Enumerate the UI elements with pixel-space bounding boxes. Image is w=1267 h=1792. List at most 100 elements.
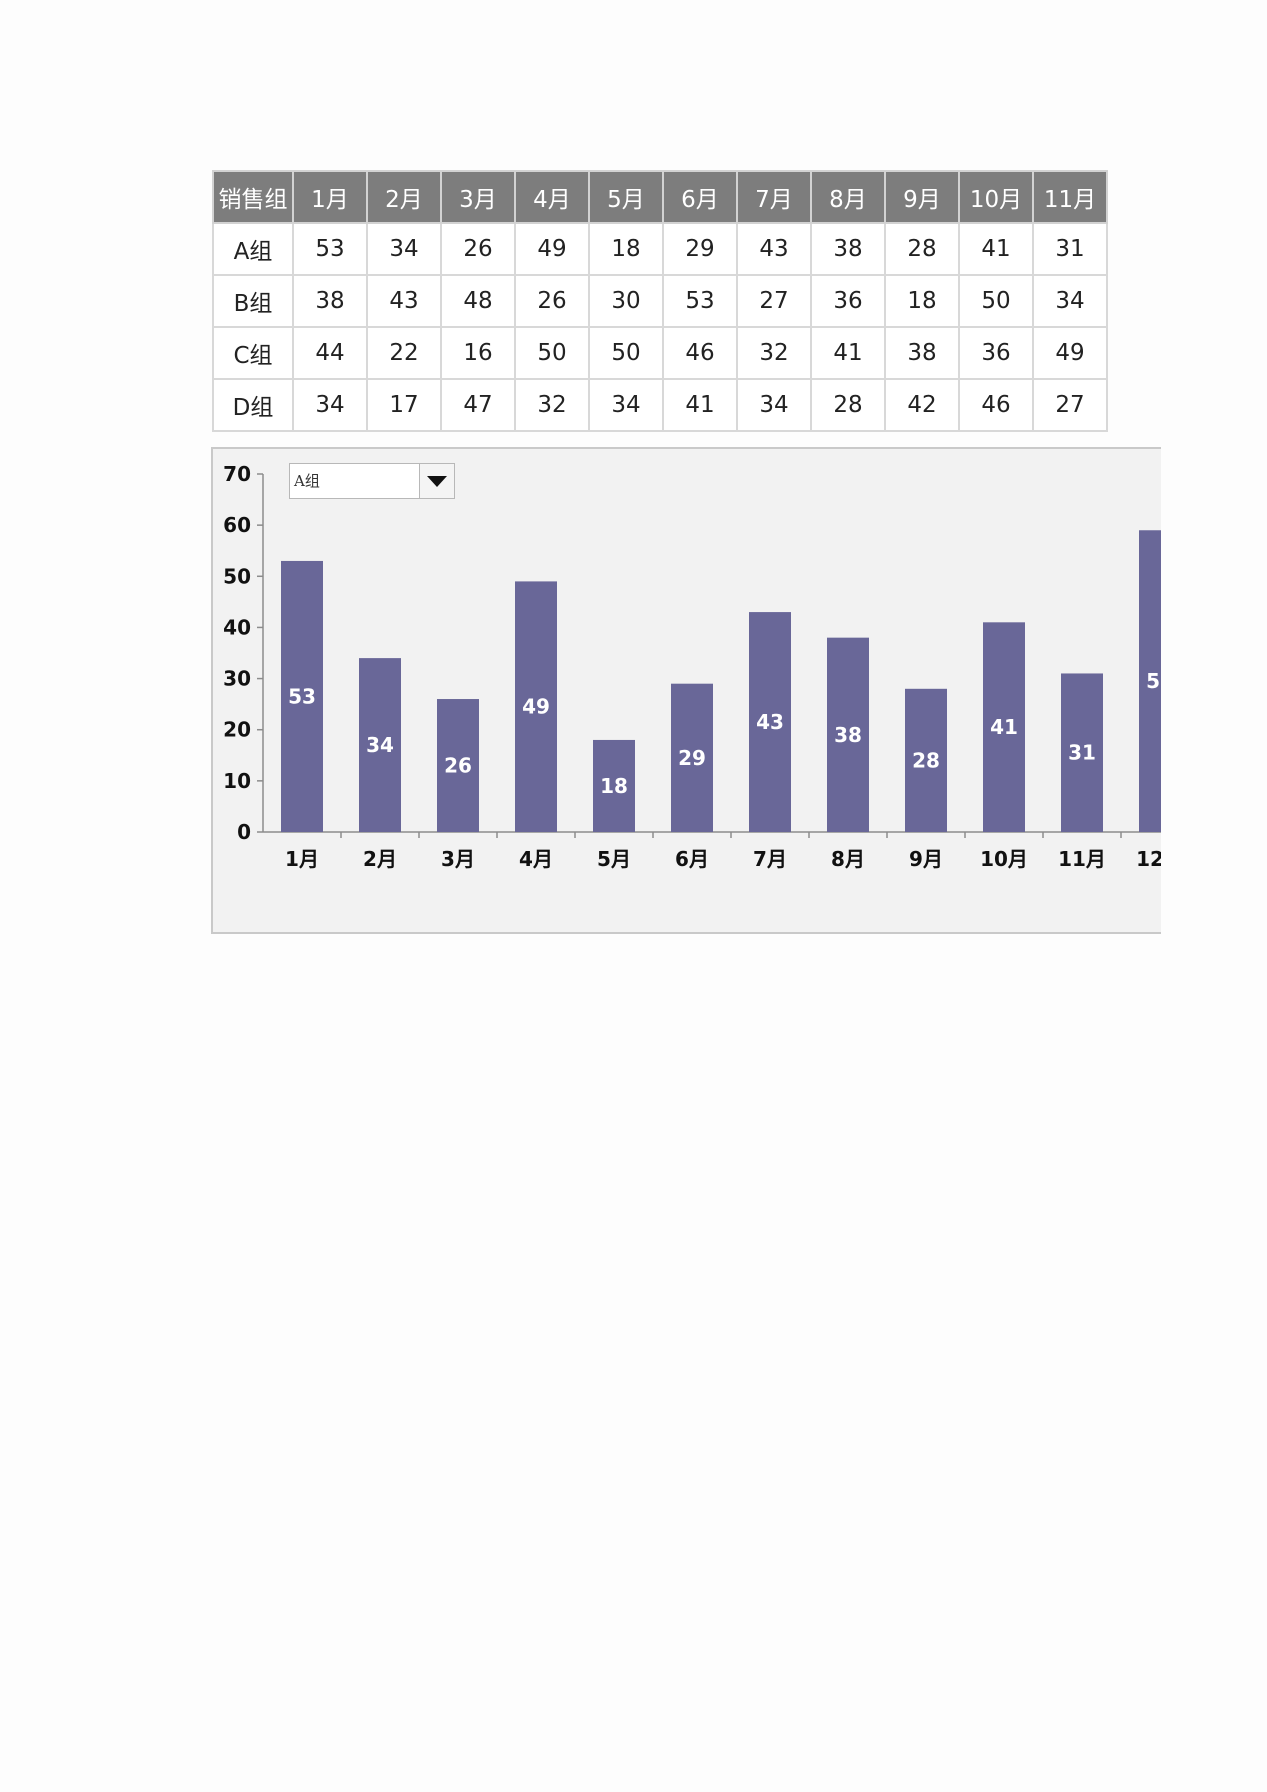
table-cell-value[interactable]: 29 <box>662 222 738 276</box>
table-cell-value[interactable]: 38 <box>884 326 960 380</box>
x-tick-label: 8月 <box>831 847 865 871</box>
table-cell-value[interactable]: 36 <box>958 326 1034 380</box>
bar <box>515 581 557 832</box>
table-header-month[interactable]: 3月 <box>440 170 516 224</box>
y-tick-label: 20 <box>223 718 251 742</box>
bar-data-label: 41 <box>990 715 1018 739</box>
table-cell-value[interactable]: 34 <box>292 378 368 432</box>
table-cell-value[interactable]: 34 <box>1032 274 1108 328</box>
x-tick-label: 1月 <box>285 847 319 871</box>
table-cell-value[interactable]: 48 <box>440 274 516 328</box>
bar-data-label: 29 <box>678 746 706 770</box>
table-cell-value[interactable]: 47 <box>440 378 516 432</box>
table-cell-value[interactable]: 18 <box>884 274 960 328</box>
table-cell-group[interactable]: C组 <box>212 326 294 380</box>
table-cell-value[interactable]: 44 <box>292 326 368 380</box>
table-header-row: 销售组 1月 2月 3月 4月 5月 6月 7月 8月 9月 10月 11月 <box>212 170 1108 224</box>
table-cell-value[interactable]: 41 <box>958 222 1034 276</box>
bar <box>359 658 401 832</box>
group-dropdown-button[interactable] <box>419 464 454 498</box>
table-cell-value[interactable]: 34 <box>588 378 664 432</box>
table-cell-value[interactable]: 16 <box>440 326 516 380</box>
table-cell-value[interactable]: 41 <box>662 378 738 432</box>
y-tick-label: 40 <box>223 615 251 639</box>
table-cell-value[interactable]: 27 <box>736 274 812 328</box>
table-cell-value[interactable]: 26 <box>440 222 516 276</box>
table-cell-group[interactable]: D组 <box>212 378 294 432</box>
table-cell-value[interactable]: 41 <box>810 326 886 380</box>
x-tick-label: 11月 <box>1058 847 1106 871</box>
table-cell-value[interactable]: 36 <box>810 274 886 328</box>
table-header-month[interactable]: 8月 <box>810 170 886 224</box>
table-cell-value[interactable]: 46 <box>958 378 1034 432</box>
table-cell-value[interactable]: 50 <box>588 326 664 380</box>
table-cell-value[interactable]: 42 <box>884 378 960 432</box>
bar-data-label: 26 <box>444 754 472 778</box>
table-header-month[interactable]: 10月 <box>958 170 1034 224</box>
table-cell-value[interactable]: 50 <box>514 326 590 380</box>
bar-data-label: 28 <box>912 748 940 772</box>
table-cell-value[interactable]: 18 <box>588 222 664 276</box>
table-cell-value[interactable]: 17 <box>366 378 442 432</box>
y-tick-label: 0 <box>237 820 251 844</box>
table-cell-value[interactable]: 43 <box>366 274 442 328</box>
bar-data-label: 53 <box>288 684 316 708</box>
table-cell-value[interactable]: 26 <box>514 274 590 328</box>
table-cell-value[interactable]: 28 <box>884 222 960 276</box>
table-cell-value[interactable]: 27 <box>1032 378 1108 432</box>
group-dropdown[interactable]: A组 <box>289 463 455 499</box>
bar-data-label: 18 <box>600 774 628 798</box>
table-cell-value[interactable]: 53 <box>292 222 368 276</box>
bar <box>749 612 791 832</box>
table-cell-value[interactable]: 22 <box>366 326 442 380</box>
table-cell-value[interactable]: 32 <box>514 378 590 432</box>
y-tick-label: 50 <box>223 564 251 588</box>
x-tick-label: 2月 <box>363 847 397 871</box>
table-cell-value[interactable]: 43 <box>736 222 812 276</box>
table-header-group[interactable]: 销售组 <box>212 170 294 224</box>
bar-data-label: 59 <box>1146 669 1161 693</box>
table-cell-value[interactable]: 49 <box>1032 326 1108 380</box>
y-tick-label: 30 <box>223 667 251 691</box>
bar <box>671 683 713 832</box>
table-cell-value[interactable]: 46 <box>662 326 738 380</box>
table-header-month[interactable]: 6月 <box>662 170 738 224</box>
table-cell-value[interactable]: 34 <box>366 222 442 276</box>
table-header-month[interactable]: 5月 <box>588 170 664 224</box>
bar <box>983 622 1025 832</box>
table-cell-value[interactable]: 28 <box>810 378 886 432</box>
chart-canvas: 0 10 20 30 40 50 60 70 53 1月 34 2月 26 3月 49 4月 18 5月 29 6月 4… <box>223 462 1161 871</box>
y-tick-label: 70 <box>223 462 251 486</box>
table-cell-value[interactable]: 30 <box>588 274 664 328</box>
table-header-month[interactable]: 9月 <box>884 170 960 224</box>
x-tick-label: 7月 <box>753 847 787 871</box>
table-cell-value[interactable]: 32 <box>736 326 812 380</box>
table-cell-value[interactable]: 49 <box>514 222 590 276</box>
table-row: B组 38 43 48 26 30 53 27 36 18 50 34 <box>212 274 1108 328</box>
x-tick-label: 4月 <box>519 847 553 871</box>
table-cell-value[interactable]: 50 <box>958 274 1034 328</box>
bar <box>1139 530 1161 832</box>
group-dropdown-value: A组 <box>294 472 320 490</box>
x-tick-label: 9月 <box>909 847 943 871</box>
bar <box>1061 673 1103 832</box>
table-cell-value[interactable]: 34 <box>736 378 812 432</box>
table-cell-value[interactable]: 38 <box>292 274 368 328</box>
x-tick-label: 10月 <box>980 847 1028 871</box>
table-cell-group[interactable]: A组 <box>212 222 294 276</box>
bar <box>905 688 947 832</box>
table-header-month[interactable]: 2月 <box>366 170 442 224</box>
table-cell-value[interactable]: 38 <box>810 222 886 276</box>
chevron-down-icon <box>427 475 447 487</box>
table-header-month[interactable]: 7月 <box>736 170 812 224</box>
table-cell-group[interactable]: B组 <box>212 274 294 328</box>
table-header-month[interactable]: 1月 <box>292 170 368 224</box>
table-cell-value[interactable]: 53 <box>662 274 738 328</box>
x-tick-label: 5月 <box>597 847 631 871</box>
x-tick-label: 6月 <box>675 847 709 871</box>
x-tick-label: 3月 <box>441 847 475 871</box>
table-header-month[interactable]: 4月 <box>514 170 590 224</box>
table-cell-value[interactable]: 31 <box>1032 222 1108 276</box>
table-header-month[interactable]: 11月 <box>1032 170 1108 224</box>
y-tick-label: 10 <box>223 769 251 793</box>
